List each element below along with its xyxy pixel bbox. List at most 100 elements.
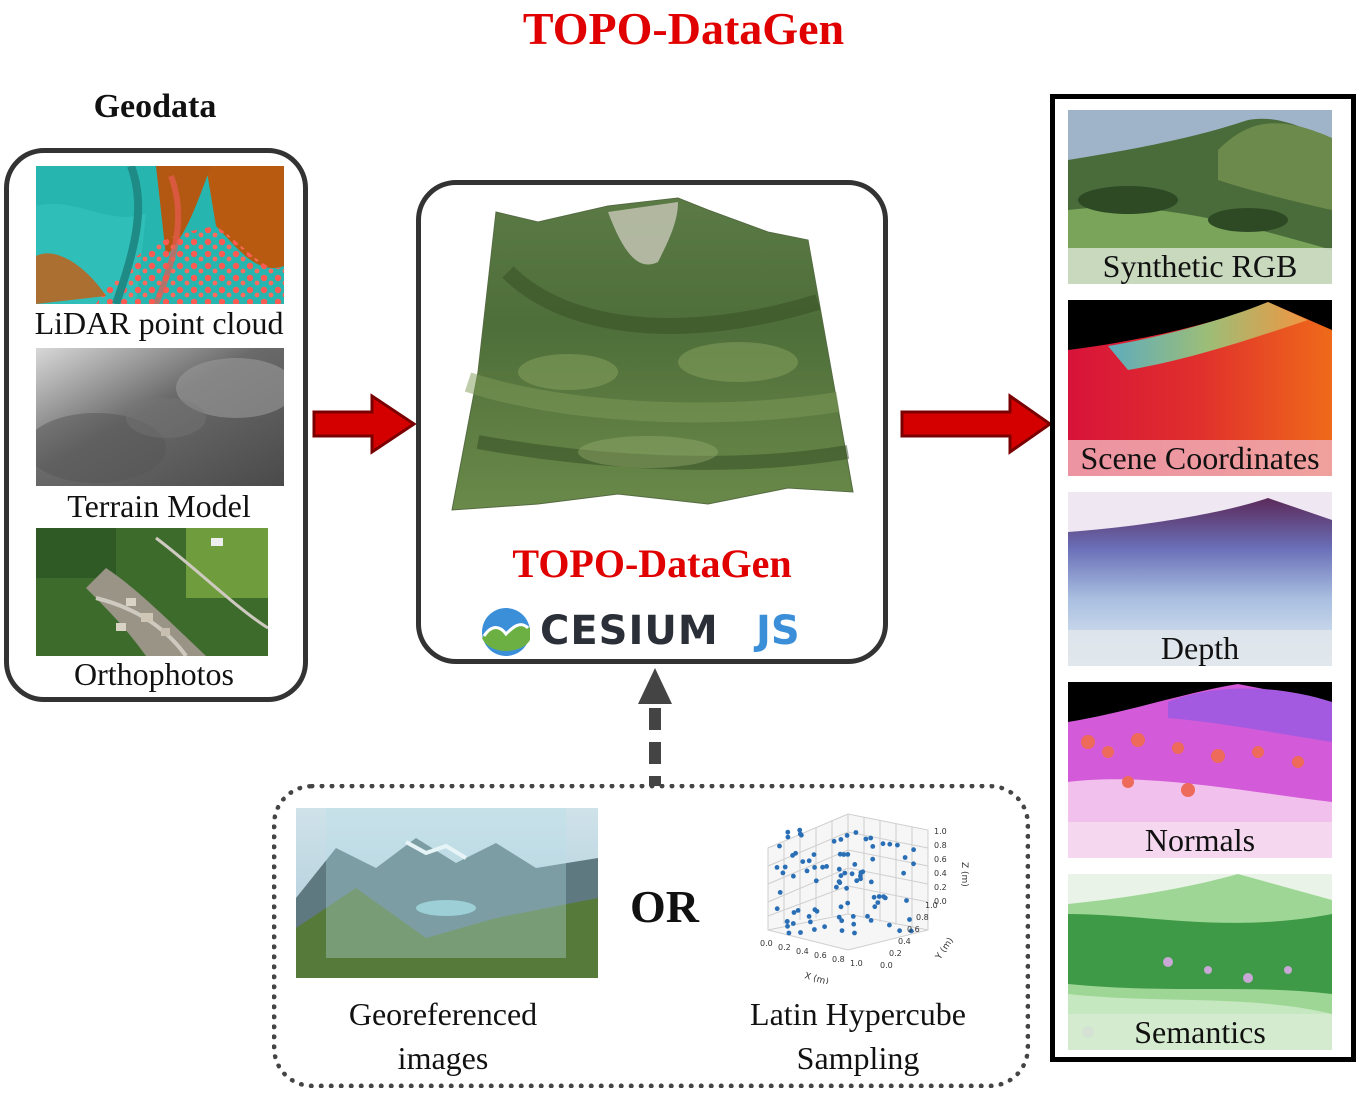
x-tick-label: 1.0 bbox=[850, 959, 863, 968]
lhs-point bbox=[836, 914, 842, 920]
depth-label: Depth bbox=[1068, 630, 1332, 666]
lhs-point bbox=[844, 885, 849, 891]
lhs-point bbox=[836, 866, 842, 872]
lhs-point bbox=[793, 850, 798, 856]
lhs-point bbox=[797, 827, 803, 833]
lhs-point bbox=[812, 907, 818, 913]
outputs-panel bbox=[1050, 94, 1356, 1062]
lhs-point bbox=[798, 930, 803, 935]
y-tick-label: 0.4 bbox=[898, 937, 911, 946]
lhs-point bbox=[850, 914, 856, 919]
lhs-point bbox=[868, 918, 874, 923]
lhs-label: Latin Hypercube Sampling bbox=[720, 992, 996, 1080]
lhs-point bbox=[806, 858, 812, 864]
lhs-point bbox=[838, 904, 844, 910]
semantics-tile: Semantics bbox=[1068, 874, 1332, 1050]
diagram-title: TOPO-DataGen bbox=[522, 3, 845, 54]
x-tick-label: 0.2 bbox=[778, 943, 791, 952]
lhs-point bbox=[844, 833, 850, 838]
lhs-label-line1: Latin Hypercube bbox=[750, 996, 966, 1032]
lhs-point bbox=[811, 852, 817, 857]
pose-input-panel bbox=[272, 784, 1030, 1088]
lhs-point bbox=[911, 861, 916, 867]
or-label: OR bbox=[630, 881, 699, 932]
synthetic-rgb-tile: Synthetic RGB bbox=[1068, 110, 1332, 284]
lhs-point bbox=[854, 878, 860, 884]
lhs-point bbox=[845, 900, 851, 906]
lhs-point bbox=[907, 917, 912, 922]
lhs-point bbox=[901, 870, 906, 876]
cesium-globe-icon bbox=[482, 608, 530, 656]
lhs-point bbox=[860, 869, 866, 875]
lhs-point bbox=[774, 906, 780, 912]
lhs-point bbox=[806, 914, 812, 919]
cesium-logo-text: CESIUM bbox=[540, 608, 719, 654]
orthophotos-label: Orthophotos bbox=[74, 656, 234, 692]
lhs-point bbox=[836, 879, 842, 884]
lhs-point bbox=[812, 865, 817, 870]
georeferenced-image bbox=[296, 808, 598, 978]
lhs-point bbox=[887, 922, 892, 928]
y-tick-label: 0.2 bbox=[889, 949, 902, 958]
geodata-heading: Geodata bbox=[93, 88, 217, 125]
lhs-point bbox=[831, 838, 837, 844]
generator-label: TOPO-DataGen bbox=[512, 541, 792, 586]
cesium-logo-js: JS bbox=[756, 608, 800, 654]
scene-coordinates-tile: Scene Coordinates bbox=[1068, 300, 1332, 476]
lhs-points bbox=[774, 827, 916, 936]
lhs-point bbox=[880, 841, 886, 847]
y-tick-label: 0.6 bbox=[907, 925, 920, 934]
lhs-point bbox=[791, 910, 797, 915]
generator-panel bbox=[416, 180, 888, 664]
lhs-point bbox=[837, 851, 843, 857]
z-tick-label: 0.6 bbox=[934, 855, 947, 864]
lidar-label: LiDAR point cloud bbox=[34, 305, 284, 341]
lhs-point bbox=[853, 830, 859, 835]
cesium-logo: CESIUM JS bbox=[478, 606, 838, 658]
semantics-label: Semantics bbox=[1068, 1014, 1332, 1050]
lhs-point bbox=[824, 864, 829, 869]
z-tick-label: 0.0 bbox=[934, 897, 947, 906]
lhs-ticks: 1.00.80.60.40.20.00.0 0.2 0.4 0.6 0.8 1.0 0.00… bbox=[760, 827, 947, 970]
lhs-point bbox=[852, 930, 857, 936]
lhs-point bbox=[870, 856, 876, 862]
lhs-point bbox=[790, 921, 796, 926]
lhs-point bbox=[865, 913, 870, 919]
lhs-point bbox=[839, 928, 845, 933]
x-tick-label: 0.6 bbox=[814, 951, 827, 960]
synthetic-rgb-label: Synthetic RGB bbox=[1068, 248, 1332, 284]
lhs-point bbox=[863, 836, 869, 842]
georeferenced-label-line2: images bbox=[397, 1040, 489, 1076]
x-tick-label: 0.0 bbox=[760, 939, 773, 948]
orthophotos-image bbox=[36, 528, 268, 656]
lhs-point bbox=[822, 924, 827, 930]
x-tick-label: 0.8 bbox=[832, 955, 845, 964]
lhs-point bbox=[780, 870, 786, 876]
lhs-point bbox=[797, 831, 803, 837]
lhs-scatter-plot: Z (m) X (m) Y (m) 1.0 0.8 0.6 0.4 0.2 0.0 0.0 0… bbox=[760, 813, 969, 984]
y-axis-label: Y (m) bbox=[934, 936, 956, 962]
arrow-geodata-to-generator bbox=[312, 393, 417, 455]
lhs-point bbox=[895, 842, 900, 848]
lhs-point bbox=[812, 927, 817, 932]
lhs-point bbox=[777, 843, 782, 849]
lhs-point bbox=[845, 852, 851, 857]
lhs-point bbox=[813, 878, 819, 884]
lhs-point bbox=[804, 868, 810, 874]
arrow-generator-to-outputs bbox=[900, 393, 1053, 455]
lhs-point bbox=[852, 862, 858, 867]
scene-coordinates-label: Scene Coordinates bbox=[1068, 440, 1332, 476]
y-tick-label: 1.0 bbox=[925, 901, 938, 910]
z-tick-label: 1.0 bbox=[934, 827, 947, 836]
lhs-point bbox=[908, 928, 914, 934]
arrow-inputs-to-generator bbox=[638, 668, 672, 786]
lhs-point bbox=[791, 873, 796, 879]
lhs-point bbox=[876, 894, 882, 899]
lhs-point bbox=[800, 859, 806, 864]
terrain-model-image bbox=[36, 348, 284, 486]
lhs-point bbox=[785, 923, 790, 929]
lhs-point bbox=[838, 837, 844, 842]
lhs-point bbox=[839, 918, 845, 924]
lhs-point bbox=[795, 908, 801, 913]
z-tick-label: 0.8 bbox=[934, 841, 947, 850]
